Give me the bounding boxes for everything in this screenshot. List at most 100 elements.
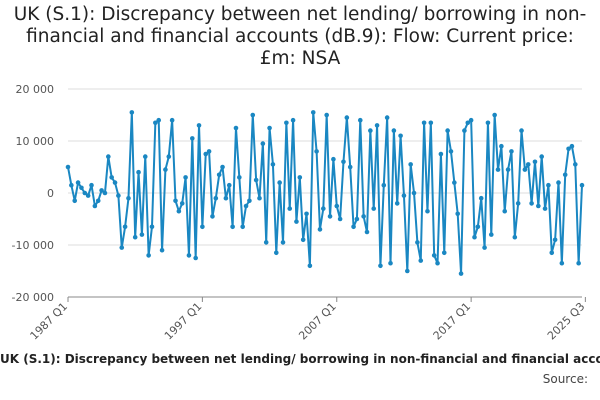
data-point[interactable] [411, 190, 417, 196]
data-point[interactable] [468, 117, 474, 123]
data-point[interactable] [482, 245, 487, 250]
data-point[interactable] [546, 182, 551, 188]
data-point[interactable] [65, 164, 71, 170]
data-point[interactable] [374, 123, 380, 128]
data-point[interactable] [478, 195, 484, 201]
data-point[interactable] [166, 154, 172, 159]
data-point[interactable] [220, 164, 225, 170]
data-point[interactable] [230, 224, 235, 230]
data-point[interactable] [341, 159, 346, 165]
data-point[interactable] [536, 203, 541, 209]
data-point[interactable] [435, 260, 440, 266]
data-point[interactable] [351, 224, 356, 230]
data-point[interactable] [226, 182, 232, 188]
data-point[interactable] [112, 180, 118, 185]
data-point[interactable] [549, 250, 555, 256]
data-point[interactable] [569, 143, 575, 149]
data-point[interactable] [99, 188, 104, 193]
data-point[interactable] [250, 112, 256, 118]
data-point[interactable] [368, 128, 373, 133]
data-point[interactable] [213, 195, 219, 201]
data-point[interactable] [119, 245, 125, 250]
data-point[interactable] [515, 201, 521, 206]
data-point[interactable] [512, 234, 518, 240]
data-point[interactable] [378, 263, 383, 269]
data-point[interactable] [522, 167, 528, 172]
data-point[interactable] [159, 247, 165, 253]
data-point[interactable] [485, 120, 491, 126]
data-point[interactable] [179, 201, 185, 206]
data-point[interactable] [452, 180, 457, 185]
data-point[interactable] [394, 201, 400, 206]
data-point[interactable] [448, 149, 454, 154]
data-point[interactable] [388, 260, 393, 266]
data-point[interactable] [82, 190, 88, 196]
data-point[interactable] [532, 159, 538, 165]
data-point[interactable] [331, 156, 336, 162]
data-point[interactable] [314, 149, 319, 154]
data-point[interactable] [200, 224, 205, 230]
data-point[interactable] [277, 180, 282, 185]
data-point[interactable] [223, 195, 229, 201]
data-point[interactable] [495, 167, 501, 172]
data-point[interactable] [284, 120, 289, 126]
data-point[interactable] [428, 120, 434, 126]
data-point[interactable] [405, 268, 410, 274]
data-point[interactable] [462, 128, 467, 133]
data-point[interactable] [153, 120, 158, 126]
data-point[interactable] [304, 211, 309, 217]
data-point[interactable] [186, 253, 192, 258]
data-point[interactable] [149, 224, 155, 230]
data-point[interactable] [290, 117, 296, 123]
data-point[interactable] [398, 133, 403, 139]
data-point[interactable] [576, 260, 581, 266]
data-point[interactable] [146, 253, 151, 258]
data-point[interactable] [539, 154, 544, 159]
data-point[interactable] [505, 167, 511, 172]
data-point[interactable] [472, 234, 477, 240]
data-point[interactable] [552, 237, 558, 243]
data-point[interactable] [502, 208, 508, 214]
data-point[interactable] [357, 117, 363, 123]
data-point[interactable] [572, 162, 578, 167]
data-point[interactable] [210, 214, 215, 219]
data-point[interactable] [384, 115, 390, 120]
data-point[interactable] [257, 195, 262, 201]
data-point[interactable] [317, 227, 323, 232]
data-point[interactable] [566, 146, 571, 152]
data-point[interactable] [465, 120, 471, 126]
data-point[interactable] [136, 169, 141, 175]
data-point[interactable] [488, 232, 494, 237]
data-point[interactable] [233, 125, 239, 131]
data-point[interactable] [445, 128, 450, 133]
data-point[interactable] [109, 175, 114, 180]
data-point[interactable] [267, 125, 272, 131]
data-point[interactable] [310, 110, 316, 115]
data-point[interactable] [364, 229, 370, 235]
data-point[interactable] [344, 115, 350, 120]
data-point[interactable] [116, 193, 121, 198]
data-point[interactable] [139, 232, 145, 237]
data-point[interactable] [203, 151, 209, 157]
data-point[interactable] [431, 253, 437, 258]
data-point[interactable] [408, 162, 413, 167]
data-point[interactable] [525, 162, 531, 167]
data-point[interactable] [183, 175, 188, 180]
data-point[interactable] [425, 208, 430, 214]
data-point[interactable] [579, 182, 585, 188]
data-point[interactable] [337, 216, 343, 222]
data-point[interactable] [89, 182, 94, 188]
data-point[interactable] [324, 112, 329, 118]
data-point[interactable] [237, 175, 242, 180]
data-point[interactable] [438, 151, 444, 157]
data-point[interactable] [418, 258, 424, 263]
data-point[interactable] [95, 198, 101, 204]
data-point[interactable] [273, 250, 279, 256]
data-point[interactable] [72, 198, 78, 204]
data-point[interactable] [300, 237, 306, 243]
data-point[interactable] [492, 112, 497, 118]
data-point[interactable] [102, 190, 108, 196]
data-point[interactable] [206, 149, 212, 154]
data-point[interactable] [196, 123, 202, 128]
data-point[interactable] [253, 177, 259, 183]
